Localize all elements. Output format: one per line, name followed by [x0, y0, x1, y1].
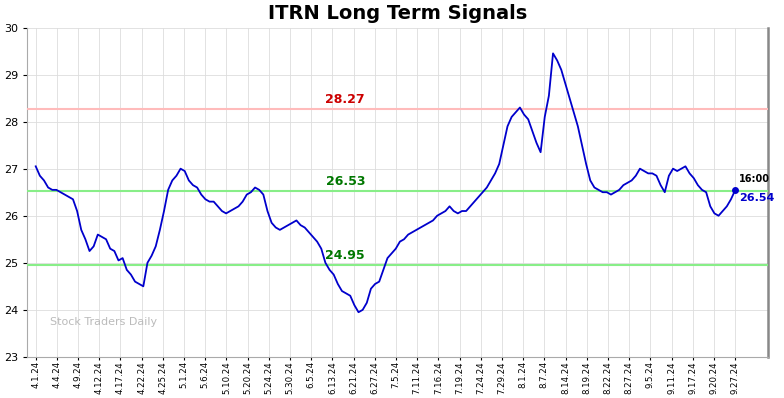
Text: 26.54: 26.54 [739, 193, 775, 203]
Text: 28.27: 28.27 [325, 93, 365, 106]
Text: Stock Traders Daily: Stock Traders Daily [49, 317, 157, 327]
Title: ITRN Long Term Signals: ITRN Long Term Signals [268, 4, 528, 23]
Text: 26.53: 26.53 [325, 175, 365, 188]
Text: 24.95: 24.95 [325, 249, 365, 262]
Text: 16:00: 16:00 [739, 174, 770, 184]
